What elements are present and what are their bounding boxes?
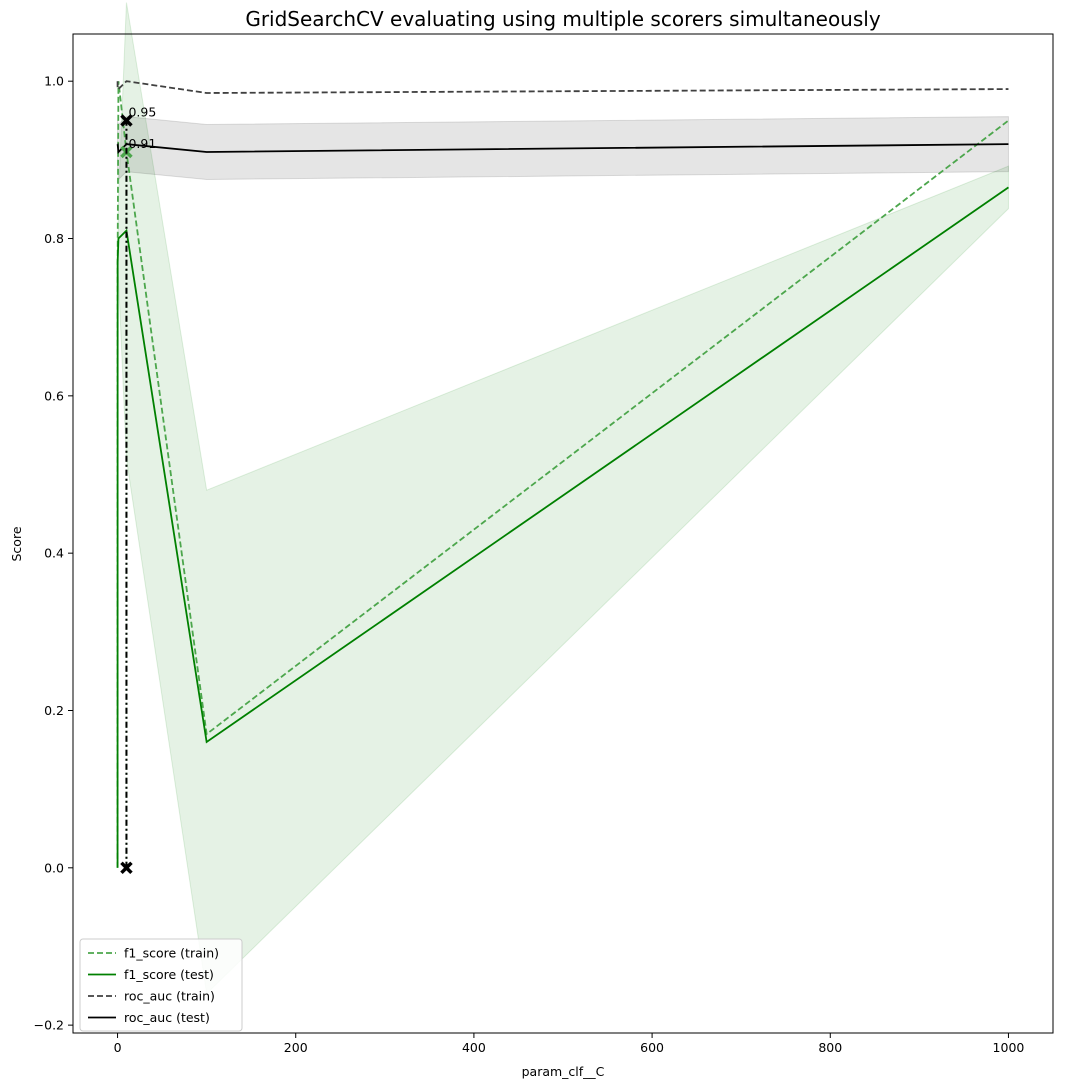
y-tick-label-2: 0.2	[44, 703, 64, 718]
x-tick-label-2: 400	[462, 1040, 486, 1055]
best-score-label-0: 0.91	[128, 136, 156, 151]
y-tick-label-6: 1.0	[44, 74, 64, 89]
y-tick-label-4: 0.6	[44, 388, 64, 403]
x-axis-label: param_clf__C	[522, 1064, 605, 1079]
series-line-2	[116, 80, 1009, 94]
best-marker-2	[120, 861, 133, 875]
markers-layer: 0.91 0.95	[120, 105, 156, 875]
plot-frame	[72, 33, 1054, 1034]
y-tick-label-5: 0.8	[44, 231, 64, 246]
x-tick-label-3: 600	[640, 1040, 664, 1055]
y-tick-label-1: 0.0	[44, 860, 64, 875]
chart-title: GridSearchCV evaluating using multiple s…	[245, 7, 881, 31]
y-tick-label-0: −0.2	[34, 1018, 64, 1033]
y-tick-label-3: 0.4	[44, 546, 64, 561]
x-tick-label-0: 0	[114, 1040, 122, 1055]
best-score-label-1: 0.95	[128, 105, 156, 120]
legend-label-2: roc_auc (train)	[124, 989, 215, 1004]
series-line-1	[116, 186, 1009, 868]
x-tick-label-5: 1000	[993, 1040, 1025, 1055]
x-tick-label-1: 200	[284, 1040, 308, 1055]
x-tick-label-4: 800	[818, 1040, 842, 1055]
y-axis-label: Score	[9, 526, 24, 561]
best-marker-1	[120, 114, 133, 868]
ticks-layer: 0 200 400 600 800 1000 −0.2 0.0 0.2 0.4 0.6 0.8 1.0	[34, 74, 1025, 1055]
legend-label-3: roc_auc (test)	[124, 1010, 210, 1025]
legend-box	[79, 938, 243, 1032]
legend-label-0: f1_score (train)	[124, 946, 219, 961]
legend: f1_score (train) f1_score (test) roc_auc (…	[79, 938, 243, 1032]
legend-label-1: f1_score (test)	[124, 967, 214, 982]
